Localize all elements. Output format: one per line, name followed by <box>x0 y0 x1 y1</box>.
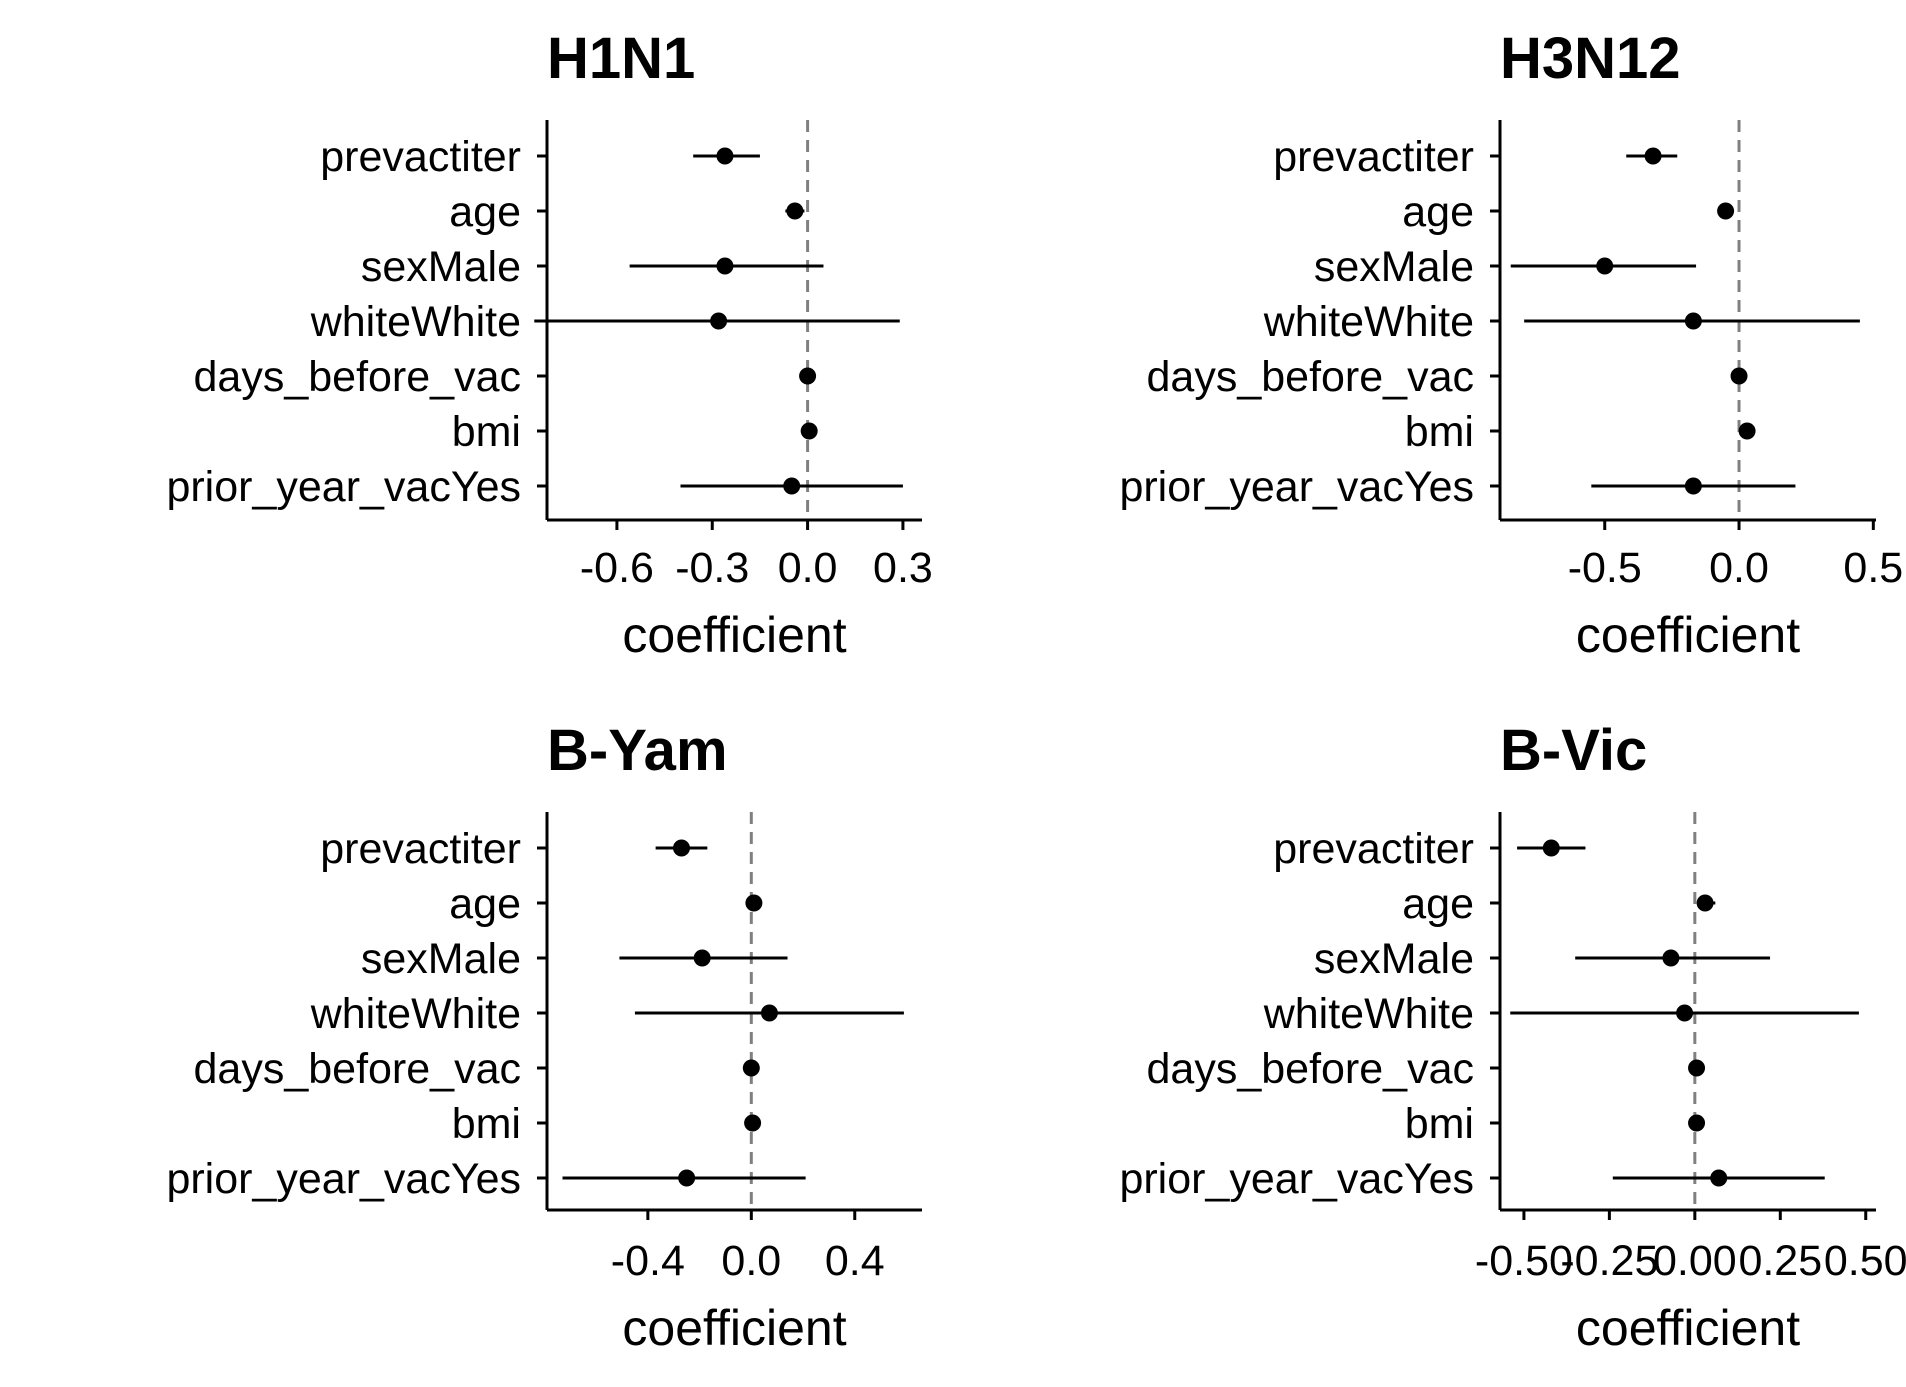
point-prevactiter <box>1542 839 1560 857</box>
y-tick-label: age <box>449 188 521 236</box>
y-tick-label: days_before_vac <box>194 353 522 401</box>
panel-b-yam: B-Yam prevactiter age sexMale whiteWhite days… <box>166 718 922 1356</box>
point-sexMale <box>693 949 711 967</box>
point-whiteWhite <box>1684 312 1702 330</box>
point-bmi <box>1738 422 1756 440</box>
x-tick-label: -0.25 <box>1560 1237 1658 1285</box>
y-tick-label: prevactiter <box>1273 133 1474 181</box>
panel-title: H3N12 <box>1500 26 1681 91</box>
y-tick-label: sexMale <box>361 243 521 291</box>
point-prior_year_vacYes <box>783 477 801 495</box>
point-prevactiter <box>716 147 734 165</box>
y-tick-label: prevactiter <box>1273 825 1474 873</box>
x-tick-label: -0.3 <box>675 544 749 592</box>
y-tick-label: bmi <box>1405 408 1474 456</box>
point-bmi <box>1688 1114 1706 1132</box>
point-age <box>1717 202 1735 220</box>
point-whiteWhite <box>1676 1004 1694 1022</box>
x-tick-label: 0.5 <box>1843 544 1903 592</box>
x-tick-label: 0.25 <box>1738 1237 1822 1285</box>
point-days_before_vac <box>1730 367 1748 385</box>
x-tick-label: 0.0 <box>1709 544 1769 592</box>
y-tick-label: sexMale <box>1314 243 1474 291</box>
x-tick-label: 0.00 <box>1653 1237 1737 1285</box>
point-prior_year_vacYes <box>1684 477 1702 495</box>
point-whiteWhite <box>710 312 728 330</box>
panel-title: B-Vic <box>1500 718 1647 783</box>
y-tick-label: bmi <box>452 408 521 456</box>
x-axis-label: coefficient <box>622 1300 846 1356</box>
y-tick-label: prevactiter <box>320 825 521 873</box>
x-tick-label: 0.0 <box>778 544 838 592</box>
point-days_before_vac <box>742 1059 760 1077</box>
y-tick-label: prevactiter <box>320 133 521 181</box>
x-tick-label: -0.50 <box>1475 1237 1573 1285</box>
y-tick-label: whiteWhite <box>310 990 521 1038</box>
point-sexMale <box>716 257 734 275</box>
point-days_before_vac <box>1688 1059 1706 1077</box>
y-tick-label: prior_year_vacYes <box>1119 463 1474 511</box>
x-tick-label: -0.6 <box>580 544 654 592</box>
x-axis-label: coefficient <box>1576 1300 1800 1356</box>
y-tick-label: prior_year_vacYes <box>166 463 521 511</box>
point-prevactiter <box>672 839 690 857</box>
point-age <box>745 894 763 912</box>
point-age <box>1696 894 1714 912</box>
y-tick-label: age <box>449 880 521 928</box>
y-tick-label: age <box>1402 188 1474 236</box>
panel-b-vic: B-Vic prevactiter age sexMale whiteWhite days… <box>1119 718 1906 1356</box>
y-tick-label: whiteWhite <box>1263 990 1474 1038</box>
y-tick-label: days_before_vac <box>194 1045 522 1093</box>
y-tick-label: bmi <box>452 1100 521 1148</box>
point-prevactiter <box>1644 147 1662 165</box>
y-tick-label: days_before_vac <box>1147 1045 1475 1093</box>
panel-h1n1: H1N1 prevactiter age sexMale whiteWhite days_… <box>166 26 932 663</box>
panel-title: B-Yam <box>547 718 728 783</box>
point-age <box>786 202 804 220</box>
x-axis-label: coefficient <box>1576 607 1800 663</box>
x-tick-label: 0.3 <box>873 544 933 592</box>
y-tick-label: sexMale <box>361 935 521 983</box>
y-tick-label: days_before_vac <box>1147 353 1475 401</box>
panel-h3n12: H3N12 prevactiter age sexMale whiteWhite days… <box>1119 26 1903 663</box>
x-axis-label: coefficient <box>622 607 846 663</box>
x-tick-label: -0.4 <box>611 1237 685 1285</box>
y-tick-label: prior_year_vacYes <box>166 1155 521 1203</box>
x-tick-label: -0.5 <box>1568 544 1642 592</box>
x-tick-label: 0.50 <box>1824 1237 1906 1285</box>
x-tick-label: 0.0 <box>721 1237 781 1285</box>
y-tick-label: prior_year_vacYes <box>1119 1155 1474 1203</box>
x-tick-label: 0.4 <box>825 1237 885 1285</box>
y-tick-label: bmi <box>1405 1100 1474 1148</box>
point-prior_year_vacYes <box>678 1169 696 1187</box>
y-tick-label: sexMale <box>1314 935 1474 983</box>
y-tick-label: whiteWhite <box>310 298 521 346</box>
point-whiteWhite <box>760 1004 778 1022</box>
y-tick-label: age <box>1402 880 1474 928</box>
point-sexMale <box>1662 949 1680 967</box>
y-tick-label: whiteWhite <box>1263 298 1474 346</box>
point-bmi <box>800 422 818 440</box>
point-sexMale <box>1596 257 1614 275</box>
point-days_before_vac <box>799 367 817 385</box>
panel-title: H1N1 <box>547 26 695 91</box>
point-bmi <box>744 1114 762 1132</box>
point-prior_year_vacYes <box>1710 1169 1728 1187</box>
